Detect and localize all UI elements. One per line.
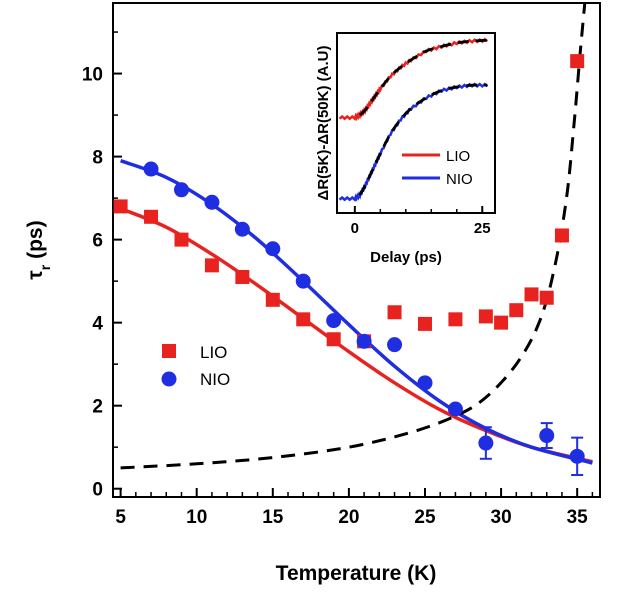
y-tick-label: 4 [92, 314, 103, 335]
y-tick-label: 6 [92, 231, 103, 252]
main-fit-curves [119, 2, 593, 470]
inset-legend: LIO NIO [402, 148, 473, 188]
lio-data-point [539, 290, 554, 305]
nio-data-point [234, 221, 250, 237]
lio-data-point [174, 232, 189, 247]
nio-data-point [265, 241, 281, 257]
legend-nio-marker [161, 371, 177, 387]
lio-data-point [417, 316, 432, 331]
inset-x-axis-title: Delay (ps) [370, 249, 442, 266]
legend-lio-marker [162, 344, 176, 358]
x-axis-title: Temperature (K) [276, 562, 437, 585]
y-tick-label: 8 [92, 148, 103, 169]
nio-data-point [173, 182, 189, 198]
inset-x-tick-label: 0 [351, 220, 359, 237]
x-tick-label: 20 [338, 507, 359, 528]
nio-data-point [417, 375, 433, 391]
inset-curves [338, 37, 489, 202]
main-plot-frame [112, 2, 601, 498]
inset-nio-fit-dashed [358, 83, 488, 196]
y-axis-title-unit: (ps) [24, 220, 47, 264]
legend-lio-label: LIO [200, 343, 227, 362]
main-legend: LIO NIO [161, 343, 230, 389]
inset-frame [336, 32, 496, 214]
dashed-model-curve [120, 2, 587, 470]
x-tick-label: 30 [491, 507, 512, 528]
lio-data-point [265, 292, 280, 307]
lio-data-point [478, 309, 493, 324]
nio-data-point [478, 435, 494, 451]
x-tick-label: 15 [262, 507, 284, 528]
inset-chart: 0 25 Delay (ps) ΔR(5K)-ΔR(50K) (A.U) LIO … [315, 32, 496, 266]
lio-data-point [326, 332, 341, 347]
nio-data-point [143, 161, 159, 177]
legend-nio-label: NIO [200, 370, 230, 389]
inset-legend-nio-label: NIO [446, 171, 473, 188]
lio-data-point [204, 258, 219, 273]
lio-data-point [509, 303, 524, 318]
lio-data-point [113, 199, 128, 214]
lio-data-point [296, 312, 311, 327]
lio-data-point [570, 54, 585, 69]
main-data-points [113, 54, 585, 476]
inset-y-axis-title: ΔR(5K)-ΔR(50K) (A.U) [315, 46, 332, 201]
nio-data-point [569, 448, 585, 464]
lio-data-point [448, 312, 463, 327]
inset-background [337, 33, 495, 213]
lio-data-point [554, 228, 569, 243]
lio-data-point [494, 315, 509, 330]
nio-data-point [204, 194, 220, 210]
inset-legend-lio-label: LIO [446, 148, 470, 165]
nio-data-point [295, 273, 311, 289]
nio-fit-curve [119, 159, 593, 465]
y-tick-label: 10 [82, 65, 103, 86]
y-axis-title: τr (ps) [24, 220, 53, 279]
y-axis-title-main: τ [24, 270, 47, 280]
inset-axis-ticks: 0 25 [351, 206, 491, 237]
y-tick-label: 0 [92, 480, 103, 501]
x-tick-label: 5 [115, 507, 126, 528]
x-tick-label: 35 [567, 507, 589, 528]
nio-data-point [356, 333, 372, 349]
nio-data-point [447, 401, 463, 417]
nio-data-point [539, 428, 555, 444]
main-axis-ticks: 5 10 15 20 25 30 35 0 2 4 6 8 10 [82, 31, 594, 528]
x-tick-label: 10 [186, 507, 207, 528]
y-axis-title-sub: r [37, 264, 53, 270]
inset-lio-fit-dashed [358, 38, 488, 116]
lio-fit-curve [119, 206, 593, 464]
lio-data-point [524, 287, 539, 302]
nio-data-point [387, 337, 403, 353]
nio-data-point [326, 313, 342, 329]
y-tick-label: 2 [92, 397, 103, 418]
lio-data-point [387, 305, 402, 320]
lio-data-point [144, 209, 159, 224]
inset-x-tick-label: 25 [474, 220, 491, 237]
x-tick-label: 25 [414, 507, 436, 528]
lio-data-point [235, 269, 250, 284]
